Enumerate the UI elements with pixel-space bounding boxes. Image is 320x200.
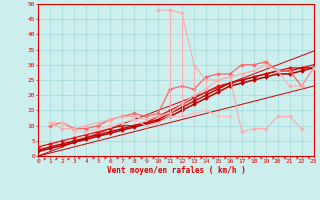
X-axis label: Vent moyen/en rafales ( km/h ): Vent moyen/en rafales ( km/h ) [107,166,245,175]
